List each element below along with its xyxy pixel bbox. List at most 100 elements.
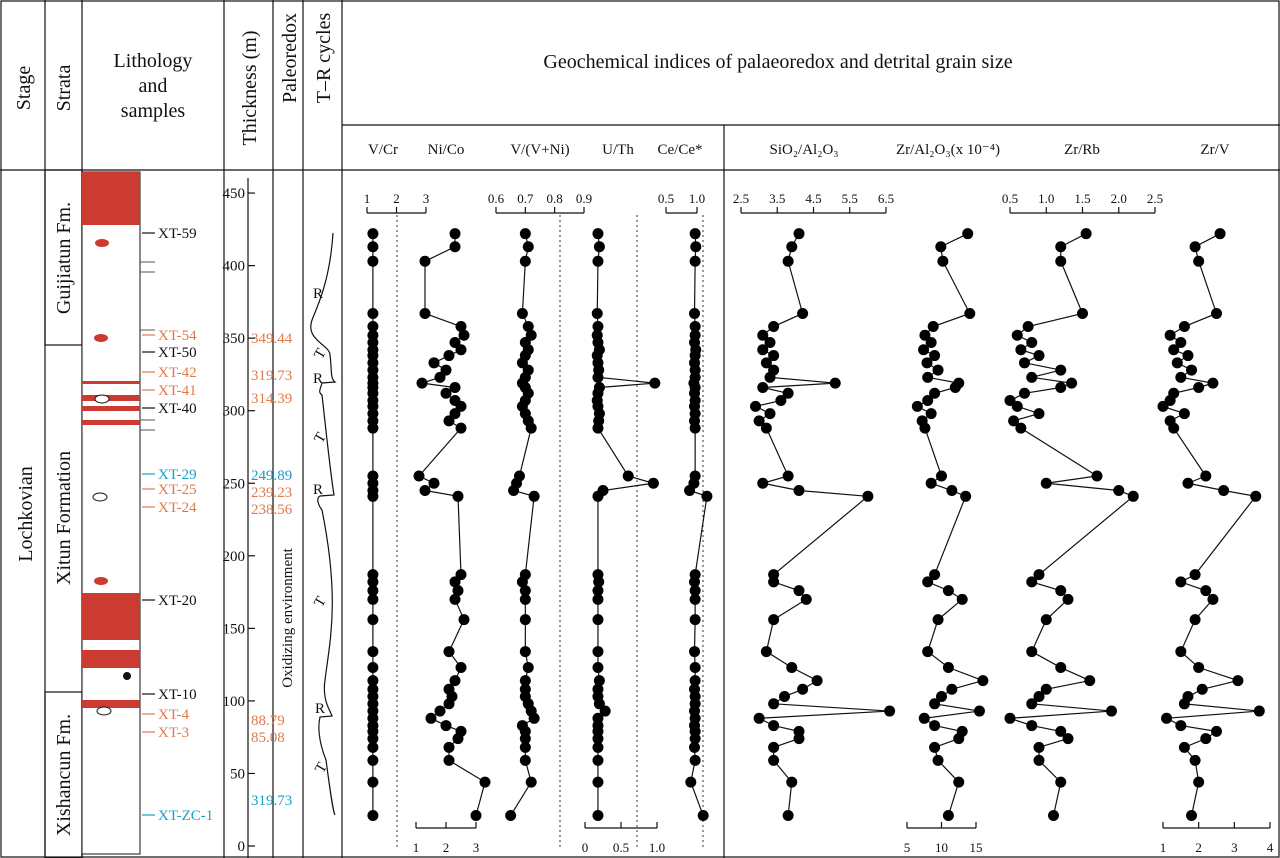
tr-label: R <box>315 701 325 717</box>
column-title: Zr/Al₂O₃(x 10⁻⁴) <box>896 142 1000 158</box>
data-point <box>701 490 713 502</box>
data-point <box>768 741 780 753</box>
data-point <box>1026 371 1038 383</box>
data-point <box>443 754 455 766</box>
data-point <box>1168 344 1180 356</box>
data-point <box>768 698 780 710</box>
data-point <box>936 691 947 703</box>
data-point <box>434 705 446 717</box>
tr-label: R <box>313 286 323 302</box>
data-point <box>519 255 531 267</box>
data-point <box>764 408 776 420</box>
data-point <box>1157 400 1169 412</box>
headers: Stage Strata Lithology and samples Thick… <box>13 13 1013 146</box>
data-point <box>367 810 379 822</box>
data-point <box>689 662 701 674</box>
data-point <box>922 646 934 658</box>
data-point <box>1253 705 1265 717</box>
data-point <box>443 415 455 427</box>
data-point <box>443 741 455 753</box>
data-point <box>522 321 534 333</box>
data-point <box>1175 576 1187 588</box>
data-point <box>1171 357 1183 369</box>
data-point <box>452 585 464 597</box>
data-point <box>757 344 769 356</box>
axis-tick-label: 0.7 <box>517 191 534 206</box>
data-point <box>797 307 809 319</box>
data-point <box>1211 725 1222 737</box>
data-point <box>1026 337 1038 349</box>
data-point <box>425 712 437 724</box>
thickness-axis: 0 50 100 150 200 250 300 350 400 450 <box>223 178 255 858</box>
data-point <box>367 776 379 788</box>
axis-tick-label: 2 <box>1195 840 1202 855</box>
axis-tick-label: 1 <box>364 191 371 206</box>
data-point <box>919 329 931 341</box>
data-point <box>449 228 461 240</box>
axis-tick-label: 0.6 <box>488 191 505 206</box>
data-point <box>440 720 452 732</box>
data-point <box>689 576 701 588</box>
panel-zr-rb: 0.5 1.0 1.5 2.0 2.5 <box>1002 191 1163 822</box>
data-point <box>782 470 794 482</box>
data-point <box>367 307 379 319</box>
data-point <box>1200 733 1212 745</box>
axis-tick-label: 15 <box>970 840 983 855</box>
axis-tick-label: 0.5 <box>658 191 674 206</box>
data-point <box>1196 683 1208 695</box>
data-point <box>1080 228 1092 240</box>
data-point <box>367 576 379 588</box>
data-point <box>760 646 772 658</box>
fossil-icon <box>96 706 112 716</box>
data-point <box>786 662 798 674</box>
data-point <box>689 585 701 597</box>
axis-tick-label: 2.5 <box>733 191 749 206</box>
data-point <box>786 241 798 253</box>
data-point <box>1015 422 1027 434</box>
data-point <box>929 698 941 710</box>
data-point <box>768 614 780 626</box>
data-point <box>942 810 954 822</box>
sample-label: XT-29 <box>158 467 197 483</box>
data-point <box>760 422 772 434</box>
data-point <box>1004 712 1016 724</box>
data-point <box>599 705 611 717</box>
sample-label: XT-3 <box>158 725 189 741</box>
column-title: V/(V+Ni) <box>510 142 569 158</box>
data-point <box>455 662 467 674</box>
data-point <box>919 422 931 434</box>
data-point <box>775 395 787 407</box>
data-point <box>689 255 701 267</box>
data-point <box>1127 490 1139 502</box>
data-point <box>797 683 809 695</box>
data-point <box>764 371 776 383</box>
data-point <box>522 662 534 674</box>
data-point <box>367 593 379 605</box>
data-point <box>753 415 765 427</box>
data-point <box>649 377 661 389</box>
axis-tick-label: 2 <box>393 191 400 206</box>
data-point <box>455 422 467 434</box>
axis-tick-label: 1 <box>1160 840 1167 855</box>
data-point <box>1033 741 1045 753</box>
data-point <box>782 387 794 399</box>
data-point <box>929 720 941 732</box>
column-title: U/Th <box>602 142 634 158</box>
data-point <box>929 387 941 399</box>
data-point <box>768 754 780 766</box>
data-point <box>592 490 604 502</box>
tr-curve-line <box>310 232 337 816</box>
data-point <box>1055 662 1067 674</box>
series-line <box>916 233 985 816</box>
column-title: SiO₂/Al₂O₃ <box>769 142 838 158</box>
data-point <box>452 490 464 502</box>
data-point <box>922 576 934 588</box>
data-point <box>956 593 968 605</box>
data-point <box>977 675 989 687</box>
data-point <box>1113 485 1125 497</box>
axis-tick-label: 1 <box>413 840 420 855</box>
panel-v-v-ni-: 0.6 0.7 0.8 0.9 <box>488 191 592 850</box>
data-point <box>918 712 930 724</box>
sample-label: XT-25 <box>158 482 197 498</box>
